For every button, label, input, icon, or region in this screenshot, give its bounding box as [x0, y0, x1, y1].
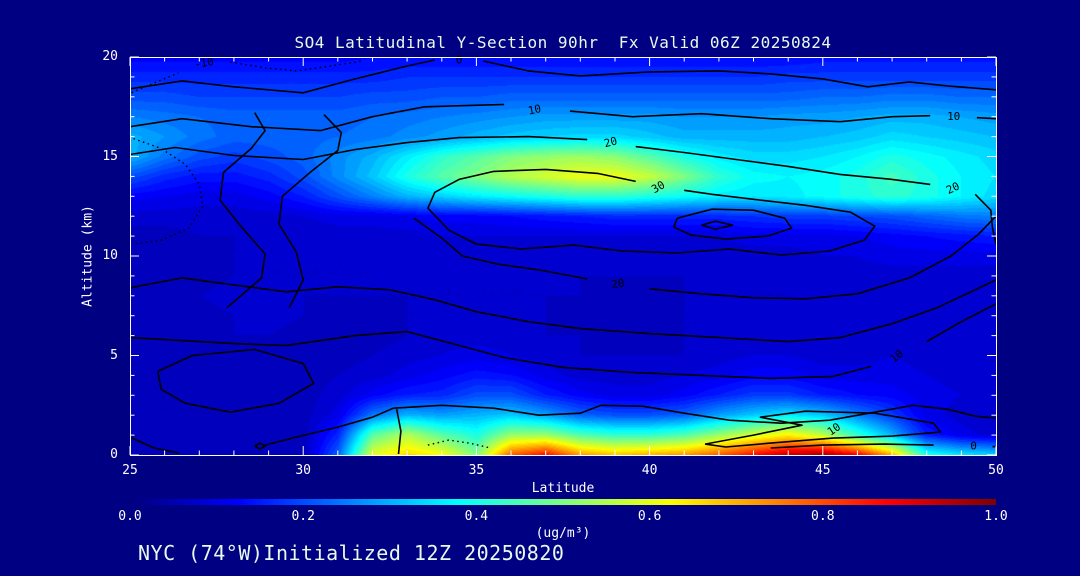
footer-annotation: NYC (74°W)Initialized 12Z 20250820: [138, 541, 565, 565]
x-axis-title: Latitude: [531, 481, 595, 496]
chart-title: SO4 Latitudinal Y-Section 90hr Fx Valid …: [294, 33, 832, 52]
x-tick-label: 45: [814, 463, 831, 478]
colorbar-tick-label: 0.0: [118, 509, 142, 524]
x-tick-label: 25: [122, 463, 138, 478]
colorbar-unit-label: (ug/m³): [535, 526, 591, 541]
x-tick-label: 40: [641, 463, 658, 478]
y-tick-label: 20: [102, 49, 118, 64]
y-tick-label: 5: [110, 347, 118, 363]
colorbar: [130, 499, 996, 505]
y-axis-title: Altitude (km): [80, 205, 96, 307]
x-tick-label: 35: [468, 463, 485, 478]
colorbar-tick-label: 0.4: [464, 509, 489, 524]
colorbar-tick-label: 1.0: [984, 509, 1008, 524]
heatmap-canvas: [130, 57, 996, 455]
x-tick-label: 30: [295, 463, 312, 478]
colorbar-tick-label: 0.8: [811, 509, 835, 524]
plot-area: [130, 57, 996, 455]
x-tick-label: 50: [988, 463, 1004, 478]
y-tick-label: 15: [102, 148, 118, 164]
y-tick-label: 0: [110, 447, 118, 462]
colorbar-tick-label: 0.6: [637, 509, 662, 524]
y-tick-label: 10: [102, 248, 118, 263]
colorbar-tick-label: 0.2: [291, 509, 315, 524]
